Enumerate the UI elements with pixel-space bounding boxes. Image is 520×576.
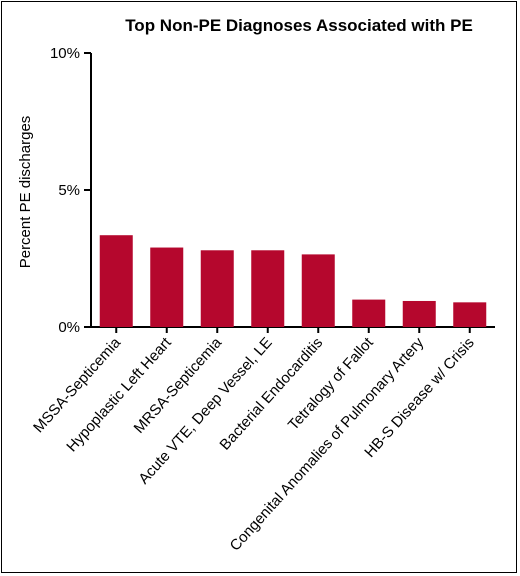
bar <box>453 302 487 327</box>
bar <box>301 254 335 327</box>
x-tick-label: Tetralogy of Fallot <box>285 334 377 434</box>
bar <box>402 300 436 327</box>
x-tick-label: Congenital Anomalies of Pulmonary Artery <box>227 334 428 555</box>
bar <box>352 299 386 327</box>
y-tick-label: 10% <box>50 45 80 62</box>
y-tick-label: 5% <box>58 182 80 199</box>
bar <box>150 247 184 327</box>
y-axis-label: Percent PE discharges <box>17 116 34 269</box>
bar <box>200 250 234 327</box>
bar <box>99 235 133 327</box>
bar <box>251 250 285 327</box>
y-tick-label: 0% <box>58 319 80 336</box>
x-tick-label: MRSA-Septicemia <box>131 334 226 437</box>
chart-title: Top Non-PE Diagnoses Associated with PE <box>125 16 473 35</box>
bars <box>99 235 487 327</box>
x-tick-label: MSSA-Septicemia <box>30 334 125 436</box>
y-ticks: 0% 5% 10% <box>50 45 91 336</box>
